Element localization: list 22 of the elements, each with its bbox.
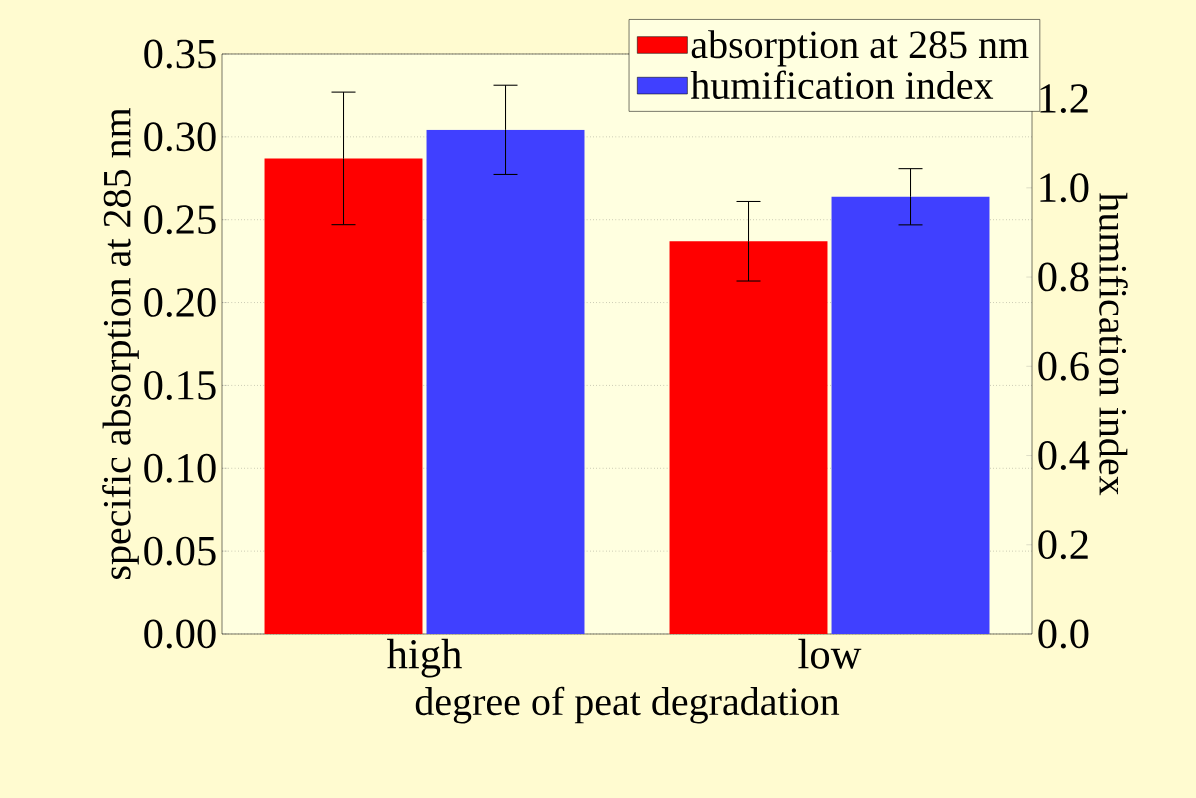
y-tick-label: 0.35: [144, 39, 216, 69]
x-tick-label: high: [387, 638, 462, 678]
y2-axis-title: humification index: [1099, 192, 1128, 496]
y2-tick-label: 0.4: [1038, 441, 1090, 471]
y-tick-label: 0.10: [144, 453, 216, 483]
y-tick-label: 0.00: [144, 619, 216, 649]
y-tick-label: 0.30: [144, 122, 216, 152]
legend-label: absorption at 285 nm: [691, 30, 1029, 67]
y-tick-label: 0.20: [144, 288, 216, 318]
y-tick-label: 0.05: [144, 536, 216, 566]
legend-label: humification index: [690, 70, 994, 100]
y2-tick-label: 1.2: [1040, 84, 1088, 114]
y2-tick-label: 0.6: [1038, 351, 1089, 381]
y-axis-title: specific absorption at 285 nm: [102, 107, 139, 579]
y2-tick-label: 0.8: [1038, 262, 1089, 292]
y-tick-label: 0.25: [144, 205, 216, 235]
x-tick-label: low: [798, 638, 862, 669]
y2-tick-label: 1.0: [1040, 173, 1089, 203]
y-tick-label: 0.15: [144, 370, 216, 400]
y2-tick-label: 0.2: [1038, 530, 1088, 560]
x-axis-title: degree of peat degradation: [415, 686, 840, 724]
y2-tick-label: 0.0: [1038, 619, 1089, 649]
